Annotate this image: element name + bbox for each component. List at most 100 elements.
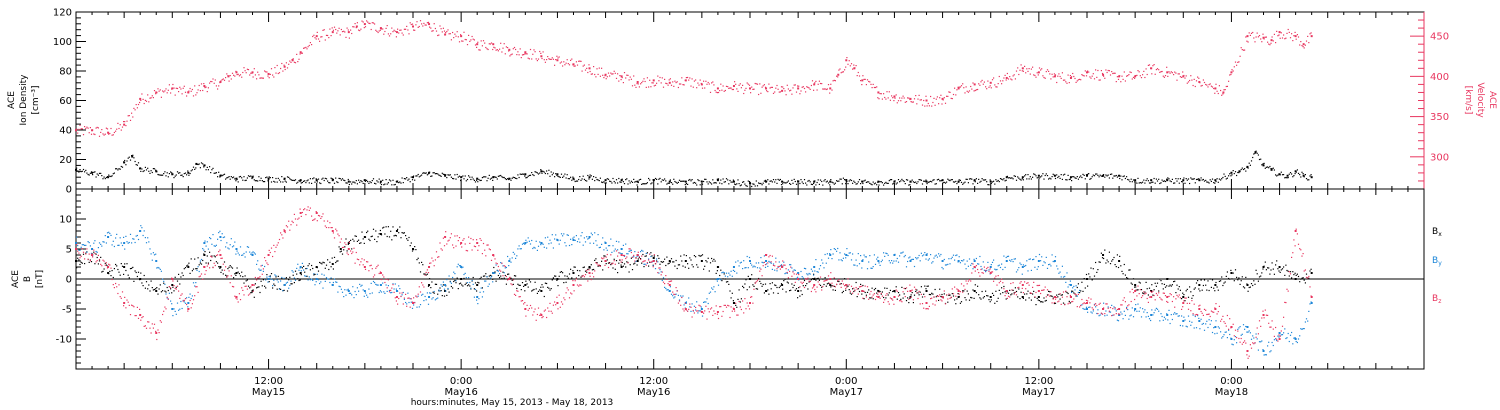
velocity-point	[267, 72, 270, 75]
by-point	[909, 260, 912, 262]
velocity-point	[508, 48, 511, 51]
time-axis-title: hours:minutes, May 15, 2013 - May 18, 20…	[411, 398, 614, 408]
bx-point	[395, 230, 398, 232]
bz-point	[91, 254, 94, 256]
velocity-point	[1246, 35, 1249, 38]
bx-point	[1294, 278, 1297, 280]
bz-point	[925, 302, 928, 304]
bz-point	[941, 296, 944, 298]
bz-point	[155, 332, 158, 334]
by-point	[187, 302, 190, 304]
density-axis: 0 20 40 60 80 100 120	[53, 8, 86, 196]
velocity-axis: 300 350 400 450	[1410, 12, 1449, 189]
bz-point	[652, 260, 655, 262]
velocity-point	[845, 59, 848, 62]
bx-point	[973, 290, 976, 292]
by-point	[107, 236, 110, 238]
time-tick-label: 0:00	[450, 376, 472, 387]
by-point	[347, 290, 350, 292]
velocity-point	[1310, 35, 1313, 38]
bz-point	[412, 302, 414, 304]
bx-point	[299, 272, 302, 274]
velocity-tick-label: 350	[1430, 112, 1449, 123]
by-point	[219, 236, 222, 238]
bz-point	[1053, 296, 1056, 298]
velocity-point	[781, 89, 784, 92]
velocity-point	[668, 81, 671, 84]
velocity-point	[877, 91, 880, 94]
velocity-tick-label: 300	[1430, 152, 1449, 163]
velocity-point	[837, 73, 840, 76]
bx-point	[781, 284, 784, 286]
velocity-point	[1037, 71, 1040, 74]
by-point	[716, 278, 719, 280]
by-point	[845, 254, 848, 256]
bz-point	[588, 272, 591, 274]
bz-point	[1118, 308, 1121, 310]
by-point	[395, 290, 398, 292]
bz-point	[460, 242, 463, 244]
time-tick-label: 12:00	[639, 376, 668, 387]
by-point	[1214, 326, 1217, 328]
density-axis-label: ACE Ion Density [cm⁻³]	[7, 74, 41, 126]
bx-point	[1198, 284, 1201, 286]
bz-point	[219, 254, 222, 256]
density-point	[1286, 174, 1289, 177]
by-point	[861, 260, 864, 262]
bz-point	[829, 278, 832, 280]
by-point	[123, 242, 126, 244]
density-point	[171, 173, 174, 176]
velocity-point	[973, 83, 976, 86]
bx-point	[460, 278, 463, 280]
bz-point	[1182, 302, 1185, 304]
by-point	[973, 260, 976, 262]
velocity-point	[251, 71, 254, 74]
velocity-point	[1294, 35, 1297, 38]
density-point	[540, 170, 543, 173]
velocity-series	[75, 20, 1313, 137]
bz-point	[1262, 314, 1265, 316]
b-tick-label: 10	[59, 215, 72, 226]
b-tick-label: 0	[66, 275, 72, 286]
velocity-point	[1182, 75, 1185, 78]
b-tick-label: 5	[66, 245, 72, 256]
by-point	[1086, 308, 1088, 310]
bx-point	[1118, 260, 1121, 262]
velocity-point	[716, 87, 719, 90]
density-point	[732, 180, 735, 183]
bx-point	[1086, 278, 1088, 280]
velocity-point	[765, 87, 768, 90]
density-point	[556, 173, 559, 176]
velocity-point	[1214, 87, 1217, 90]
legend: Bx By Bz	[1432, 227, 1442, 305]
velocity-point	[1118, 75, 1121, 78]
by-point	[1150, 314, 1153, 316]
velocity-point	[476, 43, 479, 46]
velocity-point	[1222, 91, 1225, 94]
by-point	[540, 242, 543, 244]
density-point	[684, 180, 687, 183]
bx-point	[636, 260, 639, 262]
time-tick-label: 0:00	[1220, 376, 1242, 387]
velocity-point	[347, 31, 350, 34]
bz-point	[1069, 296, 1072, 298]
velocity-point	[1069, 76, 1072, 79]
bx-point	[1310, 272, 1313, 274]
b-field-series	[75, 206, 1313, 359]
velocity-point	[1102, 73, 1105, 76]
bx-point	[732, 302, 735, 304]
bz-point	[363, 266, 366, 268]
density-point	[1150, 179, 1153, 182]
by-point	[1230, 338, 1233, 340]
velocity-point	[299, 51, 302, 54]
bz-point	[781, 266, 784, 268]
by-point	[957, 260, 960, 262]
bz-point	[861, 290, 864, 292]
density-point	[1005, 176, 1008, 179]
bz-point	[315, 212, 318, 214]
bz-point	[1021, 284, 1024, 286]
bx-point	[909, 296, 912, 298]
bx-point	[1262, 266, 1265, 268]
velocity-point	[331, 31, 334, 34]
density-point	[1086, 174, 1088, 177]
